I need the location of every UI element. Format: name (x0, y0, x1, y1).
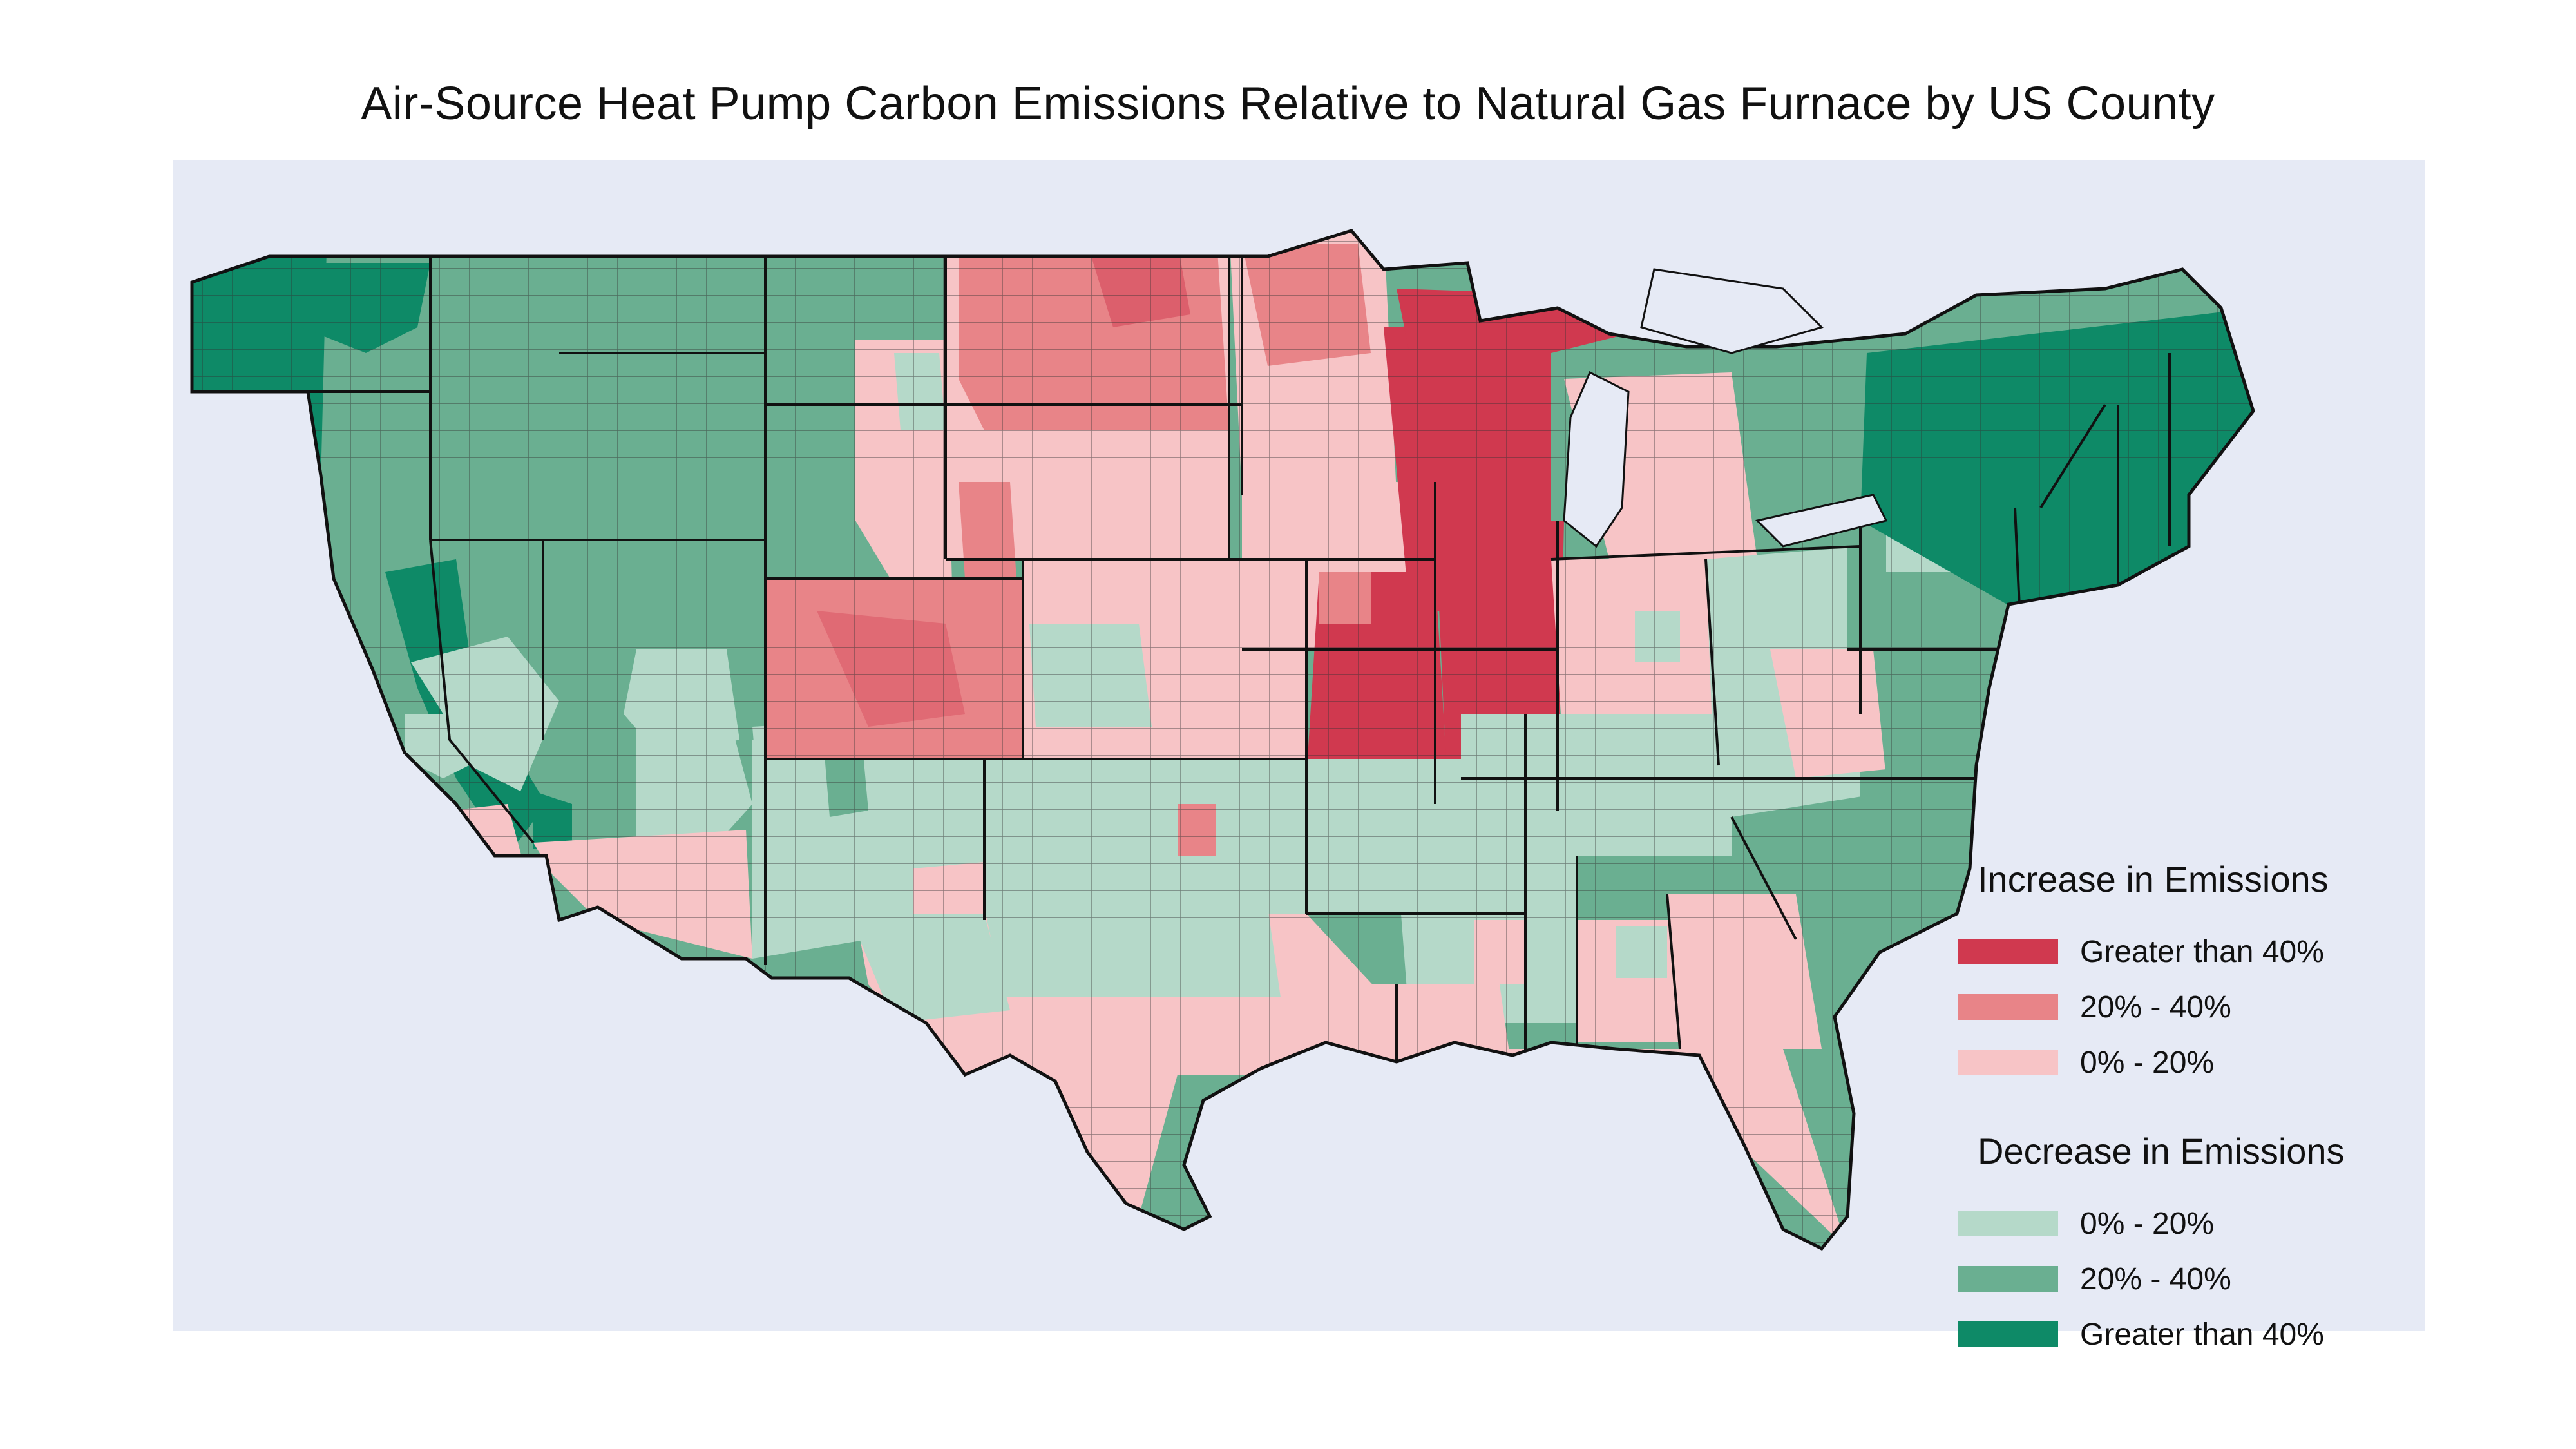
legend-swatch (1958, 1050, 2058, 1075)
legend-item-decrease-mid: 20% - 40% (1958, 1251, 2409, 1307)
legend-label: 20% - 40% (2080, 1262, 2231, 1296)
legend-item-decrease-high: Greater than 40% (1958, 1307, 2409, 1362)
legend-label: Greater than 40% (2080, 934, 2324, 969)
legend-item-decrease-low: 0% - 20% (1958, 1196, 2409, 1251)
legend-swatch (1958, 1266, 2058, 1292)
legend-swatch (1958, 1321, 2058, 1347)
legend-item-increase-low: 0% - 20% (1958, 1035, 2409, 1090)
legend-swatch (1958, 994, 2058, 1020)
legend-item-increase-high: Greater than 40% (1958, 924, 2409, 979)
legend-label: 0% - 20% (2080, 1045, 2215, 1080)
map-area (173, 160, 2425, 1331)
us-county-map (190, 229, 2255, 1251)
map-title: Air-Source Heat Pump Carbon Emissions Re… (361, 78, 2215, 130)
legend: Increase in Emissions Greater than 40% 2… (1958, 857, 2409, 1362)
legend-label: Greater than 40% (2080, 1317, 2324, 1352)
legend-label: 0% - 20% (2080, 1206, 2215, 1241)
legend-item-increase-mid: 20% - 40% (1958, 979, 2409, 1035)
legend-increase-heading: Increase in Emissions (1978, 859, 2329, 899)
legend-swatch (1958, 1211, 2058, 1236)
legend-label: 20% - 40% (2080, 990, 2231, 1024)
legend-decrease-heading: Decrease in Emissions (1978, 1131, 2345, 1171)
legend-swatch (1958, 939, 2058, 964)
